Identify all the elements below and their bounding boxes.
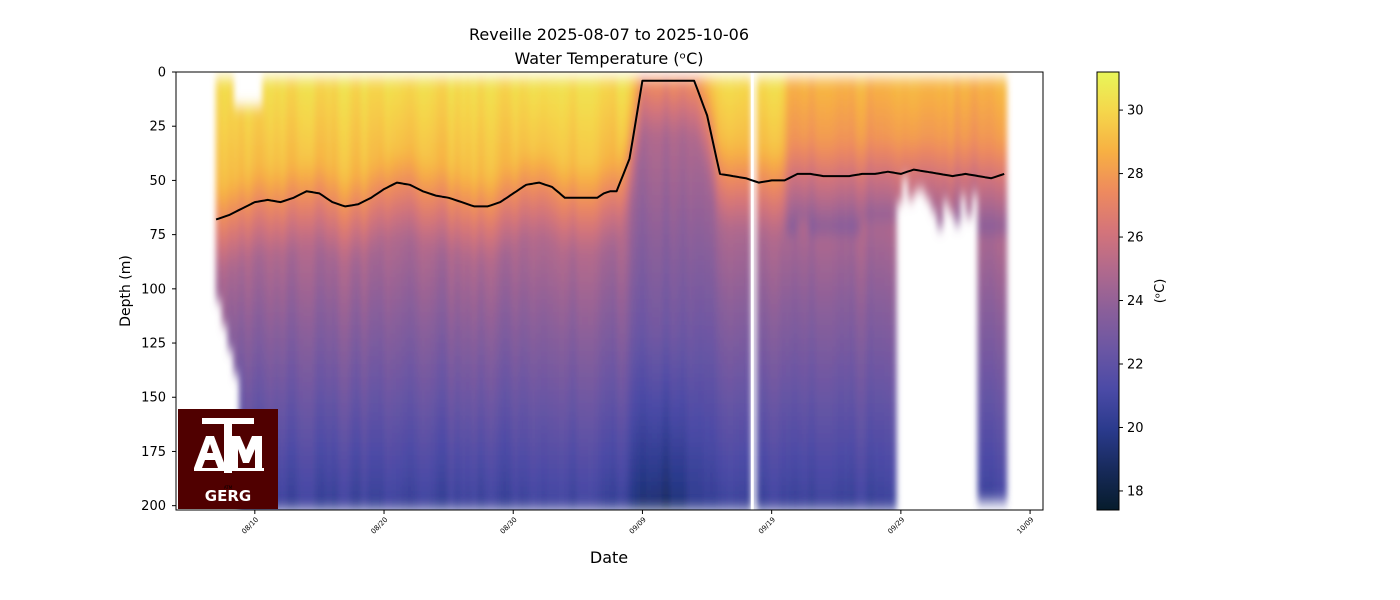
y-tick-label: 0 xyxy=(158,66,166,81)
colorbar-tick-label: 28 xyxy=(1127,167,1144,182)
y-tick-label: 75 xyxy=(149,228,166,243)
colorbar-tick-label: 18 xyxy=(1127,484,1144,499)
x-axis: 08/10 08/20 08/30 09/09 09/19 09/29 10/09 xyxy=(240,510,1035,536)
chart-title-line2: Water Temperature (ᵒC) xyxy=(514,49,703,68)
x-tick-label: 08/30 xyxy=(499,516,519,536)
y-tick-label: 150 xyxy=(141,391,166,406)
y-axis: 0 25 50 75 100 125 150 175 200 xyxy=(141,66,176,514)
y-axis-label: Depth (m) xyxy=(118,255,134,327)
colorbar-tick-label: 26 xyxy=(1127,231,1144,246)
colorbar-gradient xyxy=(1096,71,1120,511)
x-tick-label: 08/10 xyxy=(240,516,260,536)
x-tick-label: 09/19 xyxy=(757,516,777,536)
x-tick-label: 10/09 xyxy=(1016,516,1036,536)
x-tick-label: 09/29 xyxy=(886,516,906,536)
colorbar-label: (ᵒC) xyxy=(1153,279,1168,304)
mixed-layer-depth xyxy=(215,79,1005,221)
colorbar-ticks: 18 20 22 24 26 28 30 xyxy=(1119,104,1144,499)
colorbar-tick-label: 22 xyxy=(1127,358,1144,373)
plot-frame xyxy=(175,71,1044,511)
y-tick-label: 25 xyxy=(149,120,166,135)
colorbar-tick-label: 30 xyxy=(1127,104,1144,119)
y-tick-label: 175 xyxy=(141,445,166,460)
temperature-heatmap xyxy=(215,72,1008,510)
chart-title-line1: Reveille 2025-08-07 to 2025-10-06 xyxy=(469,25,749,44)
colorbar: 18 20 22 24 26 28 30 (ᵒC) xyxy=(1096,71,1168,511)
y-tick-label: 50 xyxy=(149,174,166,189)
logo-wordmark-gerg: GERG xyxy=(205,487,251,505)
logo-wordmark-atm: ATM xyxy=(224,485,233,490)
y-tick-label: 200 xyxy=(141,499,166,514)
mixed-layer-depth-line xyxy=(215,79,1005,221)
x-tick-label: 09/09 xyxy=(628,516,648,536)
tamu-gerg-logo: ATM GERG xyxy=(178,409,278,509)
plot-area xyxy=(175,71,1044,511)
colorbar-tick-label: 24 xyxy=(1127,294,1144,309)
y-tick-label: 100 xyxy=(141,282,166,297)
x-axis-label: Date xyxy=(590,548,628,567)
atm-logo-mark xyxy=(194,418,264,473)
colorbar-tick-label: 20 xyxy=(1127,421,1144,436)
x-tick-label: 08/20 xyxy=(370,516,390,536)
y-tick-label: 125 xyxy=(141,337,166,352)
